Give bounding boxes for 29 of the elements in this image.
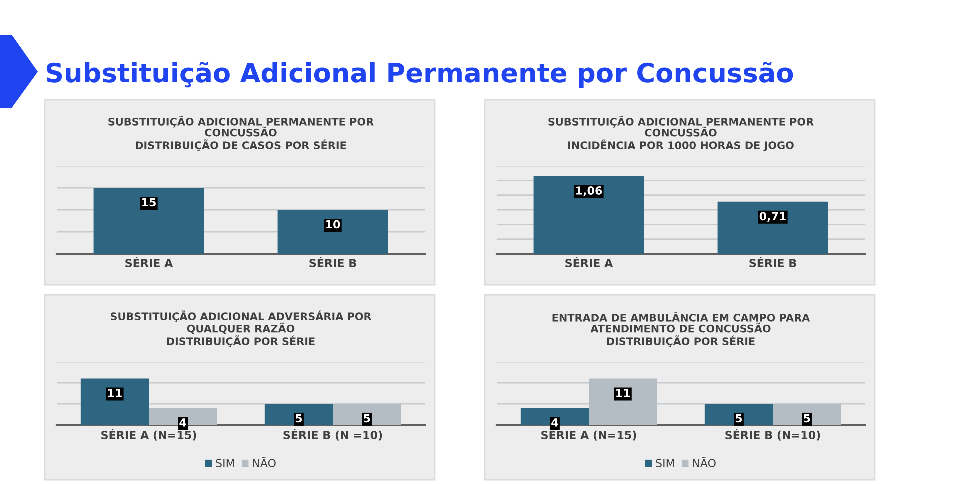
- data-label: 4: [180, 418, 186, 427]
- data-label: 5: [736, 414, 742, 423]
- legend-label: SIM: [656, 459, 674, 468]
- x-tick-label: SÉRIE A (N=15): [102, 429, 196, 441]
- x-tick-label: SÉRIE A (N=15): [542, 429, 636, 441]
- legend-label: NÃO: [253, 457, 276, 468]
- data-label: 4: [552, 418, 558, 427]
- data-label: 1,06: [576, 186, 602, 196]
- data-label: 10: [326, 220, 340, 229]
- chart-title: SUBSTITUIÇÃO ADICIONAL ADVERSÁRIA POR QUALQUER RAZÃO DISTRIBUIÇÃO POR SÉRIE: [110, 310, 372, 348]
- x-tick-label: SÉRIE B: [750, 257, 796, 268]
- data-label: 11: [616, 389, 630, 398]
- data-label: 11: [108, 389, 122, 398]
- text: Substituição Adicional Permanente por Concussão: [46, 62, 794, 88]
- data-label: 0,71: [760, 212, 786, 222]
- x-tick-label: SÉRIE A: [126, 257, 174, 268]
- chart-title: SUBSTITUIÇÃO ADICIONAL PERMANENTE POR CONCUSSÃO DISTRIBUIÇÃO DE CASOS POR SÉRIE: [108, 116, 374, 152]
- chart-title: ENTRADA DE AMBULÂNCIA EM CAMPO PARA ATENDIMENTO DE CONCUSSÃO DISTRIBUIÇÃO POR SÉRIE: [552, 312, 810, 348]
- data-label: 5: [364, 414, 370, 423]
- chart-title: SUBSTITUIÇÃO ADICIONAL PERMANENTE POR CONCUSSÃO INCIDÊNCIA POR 1000 HORAS DE JOGO: [548, 116, 814, 152]
- x-tick-label: SÉRIE A: [566, 257, 614, 268]
- data-label: 5: [296, 414, 302, 423]
- legend-label: SIM: [216, 459, 234, 468]
- legend-label: NÃO: [693, 457, 716, 468]
- x-tick-label: SÉRIE B: [310, 257, 356, 268]
- x-tick-label: SÉRIE B (N =10): [284, 429, 382, 441]
- data-label: 15: [142, 198, 156, 207]
- data-label: 5: [804, 414, 810, 423]
- x-tick-label: SÉRIE B (N=10): [726, 429, 820, 441]
